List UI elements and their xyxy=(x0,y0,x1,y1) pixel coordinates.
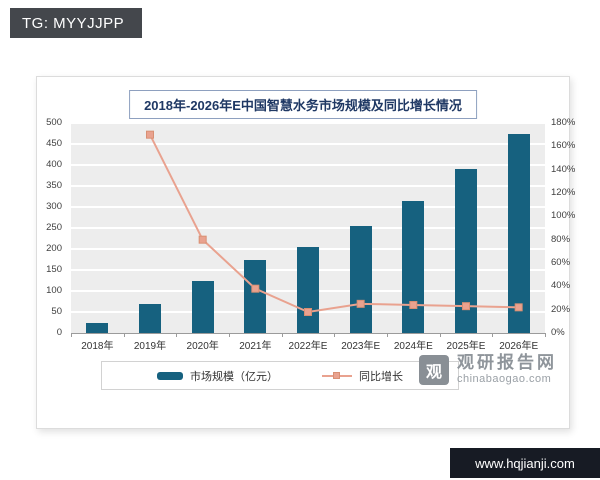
bar-2024年E xyxy=(402,200,425,333)
right-axis-label: 60% xyxy=(551,257,571,268)
x-axis-tick xyxy=(176,333,178,337)
x-axis-label: 2021年 xyxy=(239,341,272,352)
line-marker xyxy=(304,308,312,316)
x-axis-label: 2024年E xyxy=(393,341,433,352)
left-axis-label: 50 xyxy=(51,306,62,317)
left-axis: 0 50 100 150 200 250 300 350 400 450 500 xyxy=(37,118,67,338)
right-axis-label: 120% xyxy=(551,187,576,198)
bar-2023年E xyxy=(349,225,372,333)
left-axis-label: 0 xyxy=(56,327,62,338)
right-axis-label: 80% xyxy=(551,233,571,245)
right-axis-label: 20% xyxy=(551,303,571,315)
growth-line xyxy=(146,130,523,316)
line-marker xyxy=(198,235,207,244)
x-axis: 2018年 2019年 2020年 2021年 2022年E 2023年E 2024年E 20… xyxy=(71,333,546,352)
line-marker xyxy=(356,299,365,308)
line-marker xyxy=(146,130,154,139)
x-axis-tick xyxy=(387,333,388,337)
gridline xyxy=(71,185,545,187)
x-axis-label: 2018年 xyxy=(81,341,114,352)
x-axis-label: 2020年 xyxy=(186,341,219,352)
right-axis-label: 100% xyxy=(551,210,576,222)
right-axis-label: 160% xyxy=(551,140,576,152)
line-marker xyxy=(409,301,418,309)
x-axis-label: 2026年E xyxy=(499,341,539,352)
x-axis-tick xyxy=(439,333,441,337)
right-axis-label: 40% xyxy=(551,280,571,292)
x-axis-label: 2019年 xyxy=(133,341,167,352)
left-axis-label: 100 xyxy=(46,285,62,296)
bar-2026年E xyxy=(507,133,530,333)
x-axis-tick xyxy=(492,333,494,337)
legend-item-market-size: 市场规模（亿元） xyxy=(157,368,278,384)
x-axis-tick xyxy=(123,333,125,337)
bar-2020年 xyxy=(191,280,214,333)
x-axis-label: 2022年E xyxy=(288,341,328,352)
site-watermark-text: 观研报告网 chinabaogao.com xyxy=(457,353,557,386)
x-axis-tick xyxy=(229,333,230,337)
legend-item-yoy-growth: 同比增长 xyxy=(322,368,403,384)
line-swatch-icon xyxy=(322,371,352,379)
tg-watermark-bar: TG: MYYJJPP xyxy=(10,8,143,38)
footer-url-bar: www.hqjianji.com xyxy=(450,448,600,478)
footer-url: www.hqjianji.com xyxy=(475,455,575,471)
x-axis-label: 2023年E xyxy=(341,341,381,352)
right-axis-label: 0% xyxy=(551,327,565,338)
site-name: 观研报告网 xyxy=(457,353,557,372)
left-axis-label: 300 xyxy=(46,201,62,212)
bar-2019年 xyxy=(138,303,162,333)
left-axis-label: 450 xyxy=(46,138,62,149)
x-axis-tick xyxy=(281,333,283,337)
x-axis-tick xyxy=(334,333,336,337)
tg-label: TG: MYYJJPP xyxy=(22,14,125,32)
left-axis-label: 350 xyxy=(46,180,62,191)
bar-swatch-icon xyxy=(157,371,183,380)
gridline xyxy=(71,164,545,166)
plot-area xyxy=(71,122,545,334)
x-axis-tick xyxy=(71,333,72,337)
line-marker xyxy=(514,303,523,312)
line-marker xyxy=(251,284,260,293)
bar-2018年 xyxy=(86,322,109,333)
gridline xyxy=(71,206,545,208)
bar-2025年E xyxy=(454,169,478,333)
line-marker xyxy=(462,302,470,311)
gridline xyxy=(71,143,545,145)
legend: 市场规模（亿元） 同比增长 xyxy=(101,361,459,390)
left-axis-label: 200 xyxy=(46,243,62,254)
gridline xyxy=(71,122,545,124)
bar-2021年 xyxy=(244,260,267,333)
left-axis-label: 500 xyxy=(46,117,62,128)
right-axis-label: 140% xyxy=(551,163,576,175)
x-axis-tick xyxy=(545,333,546,337)
chart-title: 2018年-2026年E中国智慧水务市场规模及同比增长情况 xyxy=(129,90,477,119)
legend-label-market-size: 市场规模（亿元） xyxy=(190,370,278,383)
left-axis-label: 400 xyxy=(46,159,62,170)
right-axis-label: 180% xyxy=(551,117,576,128)
left-axis-label: 250 xyxy=(46,222,62,233)
legend-label-yoy-growth: 同比增长 xyxy=(359,370,403,383)
right-axis: 0% 20% 40% 60% 80% 100% 120% 140% 160% 180% xyxy=(547,118,587,338)
gridline xyxy=(71,227,545,229)
site-domain: chinabaogao.com xyxy=(457,373,552,385)
x-axis-label: 2025年E xyxy=(446,341,486,352)
left-axis-label: 150 xyxy=(46,264,62,275)
site-logo-icon: 观 xyxy=(419,354,449,385)
site-watermark: 观 观研报告网 chinabaogao.com xyxy=(419,353,557,386)
chart-container: 2018年-2026年E中国智慧水务市场规模及同比增长情况 0 50 100 150 2… xyxy=(36,76,575,429)
